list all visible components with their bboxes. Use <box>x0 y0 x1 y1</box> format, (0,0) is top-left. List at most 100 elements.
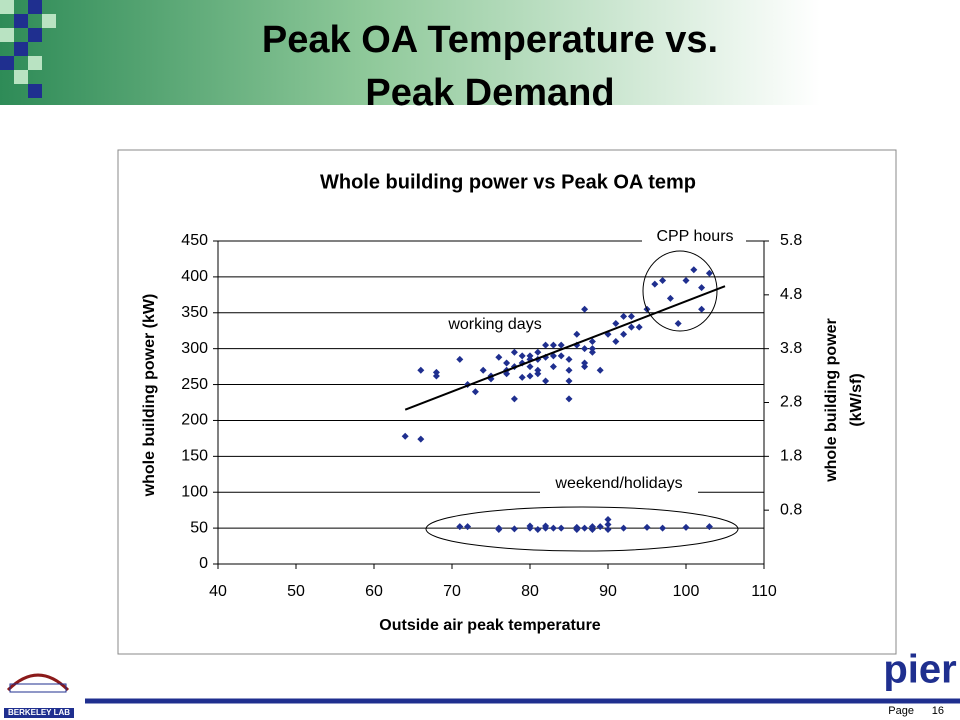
berkeley-logo: BERKELEY LAB <box>4 673 74 718</box>
label-bg <box>436 314 554 336</box>
point <box>612 337 620 345</box>
point <box>627 312 635 320</box>
x-axis-label: Outside air peak temperature <box>379 617 601 634</box>
chart-title: Whole building power vs Peak OA temp <box>320 171 696 193</box>
point <box>401 432 409 440</box>
point <box>557 352 565 360</box>
point <box>456 355 464 363</box>
point <box>643 523 651 531</box>
x-tick-label: 40 <box>209 583 227 600</box>
point <box>690 266 698 274</box>
y2-tick-label: 2.8 <box>780 394 802 411</box>
trendline <box>404 285 726 411</box>
point <box>573 330 581 338</box>
point <box>620 330 628 338</box>
plot-area: 0 50 100 150 200 250 300 350 400 450 40 50 60 70 80 90 1… <box>181 232 802 600</box>
point <box>705 269 713 277</box>
y-tick-label: 100 <box>181 483 208 500</box>
page-number: 16 <box>932 705 944 717</box>
point <box>557 341 565 349</box>
y-tick-label: 50 <box>190 519 208 536</box>
point <box>581 359 589 367</box>
y-tick-label: 450 <box>181 232 208 249</box>
y-tick-label: 0 <box>199 555 208 572</box>
point <box>651 280 659 288</box>
point <box>417 435 425 443</box>
y-tick-label: 200 <box>181 412 208 429</box>
point <box>510 395 518 403</box>
point <box>565 377 573 385</box>
x-tick-label: 70 <box>443 583 461 600</box>
cpp-circle <box>642 250 718 332</box>
x-tick-label: 80 <box>521 583 539 600</box>
point <box>432 372 440 380</box>
point <box>698 284 706 292</box>
point <box>534 526 542 534</box>
x-tick-label: 60 <box>365 583 383 600</box>
point <box>659 276 667 284</box>
checker-decoration <box>0 0 56 98</box>
logo-text: BERKELEY LAB <box>8 708 70 717</box>
point <box>526 363 534 371</box>
point <box>620 524 628 532</box>
point <box>542 377 550 385</box>
point <box>557 524 565 532</box>
point <box>518 373 526 381</box>
point <box>581 524 589 532</box>
point <box>674 320 682 328</box>
point <box>698 305 706 313</box>
point <box>596 523 604 531</box>
y-axis-label: whole building power (kW) <box>141 294 158 498</box>
point <box>510 348 518 356</box>
point <box>604 521 612 529</box>
x-tick-label: 100 <box>673 583 700 600</box>
y-tick-label: 350 <box>181 304 208 321</box>
point <box>549 341 557 349</box>
point <box>471 388 479 396</box>
title-band <box>0 0 820 105</box>
y2-tick-label: 3.8 <box>780 340 802 357</box>
point <box>464 523 472 531</box>
point <box>581 345 589 353</box>
point <box>581 363 589 371</box>
y-tick-label: 250 <box>181 376 208 393</box>
annotation: working days <box>447 316 541 333</box>
point <box>526 372 534 380</box>
point <box>588 337 596 345</box>
point <box>479 366 487 374</box>
point <box>682 523 690 531</box>
y2-tick-label: 0.8 <box>780 501 802 518</box>
y2-axis-label: (kW/sf) <box>848 373 865 426</box>
point <box>659 524 667 532</box>
point <box>666 294 674 302</box>
point <box>526 352 534 360</box>
point <box>432 368 440 376</box>
point <box>510 525 518 533</box>
pier-logo: pier <box>883 648 956 692</box>
y2-axis-label: whole building power <box>823 318 840 483</box>
point <box>588 345 596 353</box>
point <box>534 370 542 378</box>
point <box>588 523 596 531</box>
point <box>588 348 596 356</box>
point <box>534 366 542 374</box>
point <box>612 320 620 328</box>
point <box>635 323 643 331</box>
point <box>549 363 557 371</box>
slide-title: Peak Demand <box>365 72 614 114</box>
y-tick-label: 400 <box>181 268 208 285</box>
point <box>542 522 550 530</box>
point <box>526 524 534 532</box>
annotation: weekend/holidays <box>554 475 682 492</box>
point <box>456 523 464 531</box>
point <box>549 524 557 532</box>
point <box>581 305 589 313</box>
point <box>565 366 573 374</box>
point <box>503 359 511 367</box>
point <box>565 355 573 363</box>
point <box>596 366 604 374</box>
weekend-ellipse <box>425 506 739 552</box>
point <box>627 323 635 331</box>
point <box>534 348 542 356</box>
